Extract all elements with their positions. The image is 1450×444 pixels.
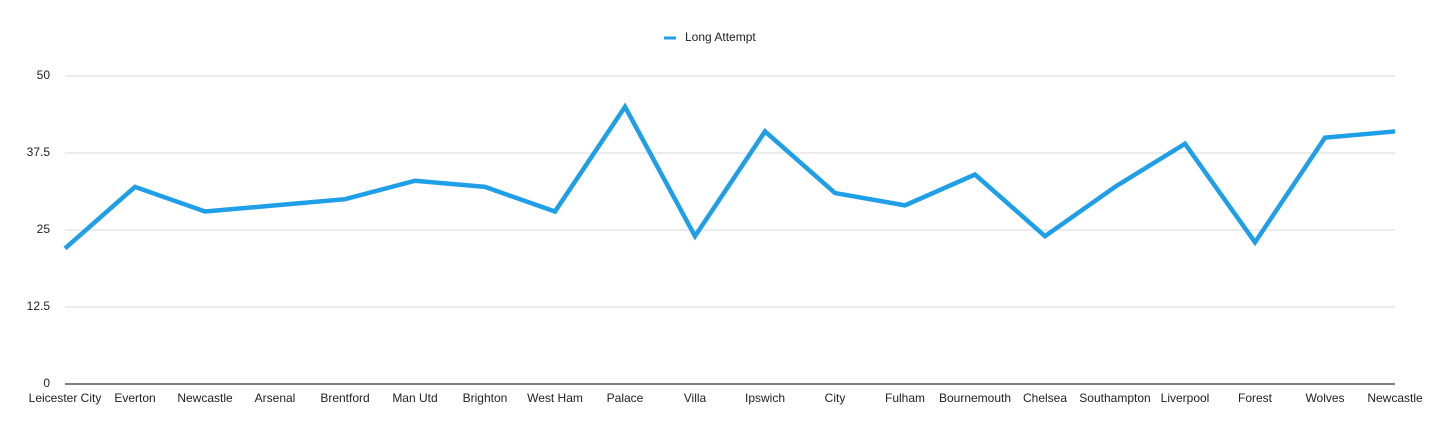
- x-tick-label: Fulham: [885, 391, 925, 405]
- y-tick-label: 25: [37, 222, 51, 236]
- legend-label: Long Attempt: [685, 30, 756, 44]
- x-tick-label: Liverpool: [1161, 391, 1210, 405]
- y-tick-label: 37.5: [27, 145, 51, 159]
- x-tick-label: Arsenal: [255, 391, 296, 405]
- x-tick-label: City: [825, 391, 846, 405]
- x-tick-label: Villa: [684, 391, 707, 405]
- x-tick-label: Wolves: [1305, 391, 1344, 405]
- x-tick-label: Chelsea: [1023, 391, 1067, 405]
- x-tick-label: Palace: [607, 391, 644, 405]
- x-tick-label: Man Utd: [392, 391, 437, 405]
- y-tick-label: 12.5: [27, 299, 51, 313]
- x-tick-label: Ipswich: [745, 391, 785, 405]
- x-tick-label: Bournemouth: [939, 391, 1011, 405]
- x-tick-label: Forest: [1238, 391, 1273, 405]
- line-series: [63, 102, 1396, 251]
- x-tick-label: Everton: [114, 391, 155, 405]
- x-tick-label: Brighton: [463, 391, 508, 405]
- y-tick-label: 50: [37, 68, 51, 82]
- x-tick-label: Newcastle: [1367, 391, 1423, 405]
- y-tick-label: 0: [43, 376, 50, 390]
- x-tick-label: Leicester City: [29, 391, 102, 405]
- x-tick-label: West Ham: [527, 391, 583, 405]
- x-tick-label: Southampton: [1079, 391, 1150, 405]
- x-tick-label: Brentford: [320, 391, 369, 405]
- x-tick-label: Newcastle: [177, 391, 233, 405]
